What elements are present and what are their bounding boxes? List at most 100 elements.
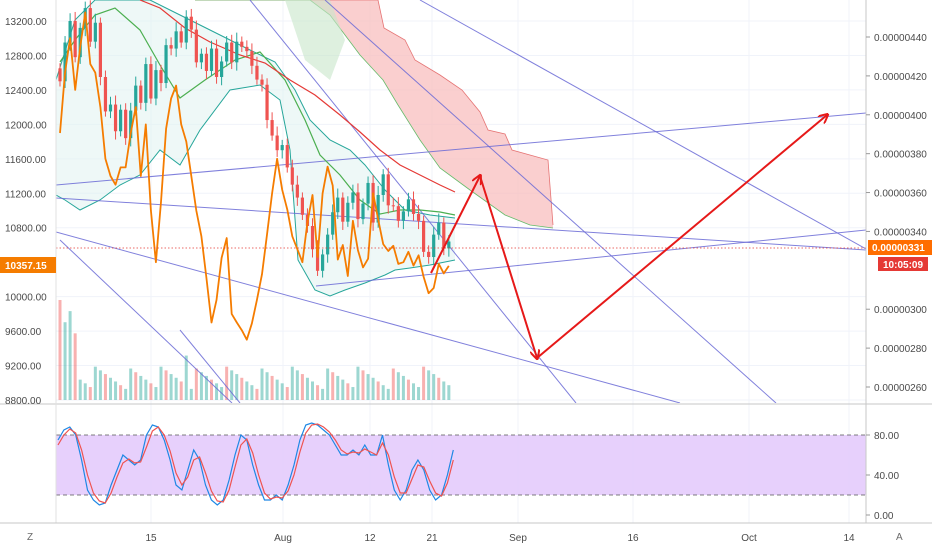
candle-body-30: [209, 48, 214, 71]
volume-bar-64: [381, 385, 385, 400]
volume-bar-62: [371, 377, 375, 400]
projection-arrows: [430, 115, 827, 358]
candle-body-47: [295, 184, 299, 198]
stoch-tick-0: 80.00: [874, 431, 899, 442]
right-tick-8: 0.00000260: [874, 383, 927, 394]
volume-bar-53: [326, 368, 330, 400]
bb-upper: [56, 0, 456, 219]
candle-body-24: [179, 31, 183, 43]
candle-body-55: [336, 197, 340, 213]
candle-body-8: [98, 22, 102, 77]
volume-bar-77: [447, 385, 451, 400]
candle-body-20: [159, 70, 163, 84]
volume-bar-69: [406, 379, 410, 400]
candle-body-66: [391, 205, 395, 207]
volume-bar-3: [73, 333, 77, 400]
volume-bar-20: [159, 366, 163, 400]
volume-bar-5: [83, 383, 87, 400]
candle-body-65: [386, 174, 390, 206]
left-tick-8: 9600.00: [5, 327, 42, 338]
volume-bar-54: [331, 372, 335, 400]
candle-body-58: [351, 192, 355, 203]
stochastic-lines: [57, 422, 454, 506]
time-tick-6: Oct: [741, 533, 757, 544]
volume-bar-26: [189, 388, 193, 400]
sma-50: [139, 0, 456, 193]
volume-bar-58: [351, 387, 355, 400]
timezone-button[interactable]: Z: [27, 532, 33, 543]
volume-bar-40: [260, 368, 264, 400]
countdown-badge: 10:05:09: [878, 257, 928, 271]
stoch-axis[interactable]: 80.00 40.00 0.00: [866, 431, 899, 522]
trendline-2: [56, 231, 681, 403]
candle-body-60: [361, 203, 365, 220]
volume-bar-63: [376, 381, 380, 400]
volume-bar-70: [412, 383, 415, 400]
sma-20: [59, 7, 456, 216]
candle-body-61: [366, 182, 370, 204]
cloud-red-area: [195, 0, 553, 228]
volume-bar-25: [184, 355, 188, 400]
volume-bar-18: [149, 383, 153, 400]
left-tick-9: 9200.00: [5, 362, 42, 373]
volume-bar-17: [144, 379, 148, 400]
time-tick-4: Sep: [509, 533, 527, 544]
right-price-axis[interactable]: 0.00000440 0.00000420 0.00000400 0.00000380…: [866, 33, 927, 394]
trendline-3: [59, 239, 233, 403]
volume-bar-60: [361, 370, 365, 400]
candle-body-32: [220, 61, 224, 77]
candle-body-43: [275, 135, 279, 151]
candle-body-59: [356, 192, 360, 220]
right-tick-3: 0.00000380: [874, 150, 927, 161]
right-tick-6: 0.00000300: [874, 305, 927, 316]
candle-body-41: [265, 84, 269, 121]
volume-bar-2: [68, 311, 72, 400]
candle-body-37: [245, 46, 249, 52]
volume-bar-10: [109, 377, 112, 400]
left-tick-4: 11600.00: [5, 155, 46, 166]
volume-bar-65: [386, 388, 390, 400]
volume-bar-1: [63, 322, 67, 400]
volume-bar-39: [255, 388, 259, 400]
candle-body-51: [315, 249, 320, 271]
candle-body-72: [422, 220, 426, 252]
candle-body-33: [225, 42, 229, 62]
time-tick-7: 14: [843, 533, 855, 544]
candle-body-0: [58, 68, 62, 82]
trendline-1: [56, 197, 866, 251]
candle-body-38: [250, 51, 254, 66]
left-price-axis[interactable]: 13200.00 12800.00 12400.00 12000.00 11600.00…: [5, 17, 47, 407]
right-tick-0: 0.00000440: [874, 33, 927, 44]
candle-body-7: [93, 22, 97, 42]
volume-bar-46: [290, 366, 294, 400]
volume-bar-9: [103, 374, 107, 400]
candle-body-17: [144, 64, 148, 103]
candle-body-35: [235, 41, 239, 63]
candle-body-48: [300, 197, 304, 215]
time-tick-1: Aug: [274, 533, 292, 544]
volume-bar-51: [316, 385, 320, 400]
auto-scale-button[interactable]: A: [896, 532, 903, 543]
volume-bar-15: [134, 372, 138, 400]
volume-bar-7: [93, 366, 97, 400]
volume-bar-36: [240, 377, 244, 400]
candle-body-11: [113, 104, 118, 132]
time-tick-2: 12: [364, 533, 376, 544]
candle-body-15: [134, 85, 138, 111]
left-price-label: 10357.15: [5, 261, 47, 272]
candle-body-18: [149, 64, 153, 99]
volume-bar-73: [427, 370, 431, 400]
candle-body-76: [442, 222, 446, 249]
candle-body-28: [199, 53, 203, 63]
candle-body-3: [73, 21, 77, 58]
time-axis[interactable]: 15 Aug 12 21 Sep 16 Oct 14: [145, 533, 855, 544]
orange-ratio-line: [59, 11, 450, 341]
candle-body-26: [189, 16, 193, 30]
volume-bar-12: [119, 385, 123, 400]
candle-body-14: [129, 110, 133, 139]
volume-bar-56: [341, 379, 345, 400]
candle-body-29: [204, 53, 209, 71]
candle-body-27: [194, 29, 198, 63]
left-tick-5: 11200.00: [5, 189, 46, 200]
